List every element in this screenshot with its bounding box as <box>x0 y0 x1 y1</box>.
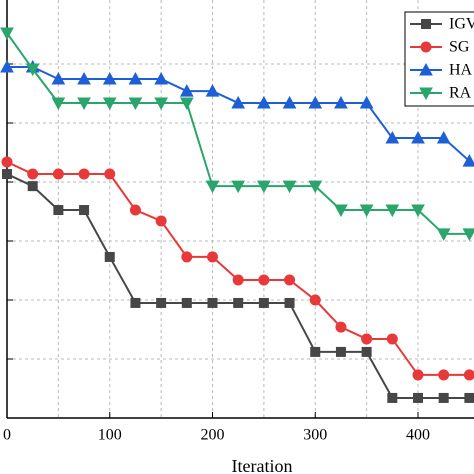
point <box>438 392 449 403</box>
point <box>284 274 296 286</box>
point <box>233 297 244 308</box>
point <box>104 251 115 262</box>
point <box>462 154 474 167</box>
point <box>309 294 321 306</box>
point <box>258 274 270 286</box>
legend-box <box>404 11 474 107</box>
point <box>411 204 425 218</box>
point <box>205 84 220 97</box>
series-line <box>7 65 471 162</box>
point <box>77 97 91 110</box>
point <box>205 180 220 194</box>
point <box>79 205 90 216</box>
legend-marker <box>419 62 433 76</box>
point <box>359 204 374 218</box>
point <box>413 392 424 403</box>
point <box>231 95 246 109</box>
point <box>436 131 451 144</box>
point <box>232 274 244 286</box>
point <box>385 204 400 218</box>
point <box>102 97 117 110</box>
point <box>156 297 167 308</box>
point <box>52 168 64 180</box>
x-tick-label: 0 <box>3 427 11 444</box>
point <box>0 59 14 73</box>
legend-marker <box>420 41 432 53</box>
legend-marker <box>419 87 433 101</box>
point <box>179 84 194 97</box>
x-tick-label: 300 <box>303 427 327 444</box>
x-axis-title: Iteration <box>232 456 293 474</box>
point <box>282 180 297 194</box>
point <box>334 204 348 218</box>
point <box>77 72 91 85</box>
point <box>27 168 39 180</box>
x-tick-label: 200 <box>201 427 225 444</box>
point <box>207 297 218 308</box>
point <box>27 181 38 192</box>
x-tick-label: 400 <box>406 427 430 444</box>
point <box>438 369 450 381</box>
series-line <box>6 173 470 399</box>
point <box>1 156 13 168</box>
x-tick-label: 100 <box>98 427 122 444</box>
point <box>179 97 194 110</box>
point <box>361 346 372 357</box>
legend-label: HA <box>449 62 473 79</box>
point <box>464 392 474 403</box>
point <box>257 180 271 194</box>
point <box>308 95 323 109</box>
legend-marker <box>421 19 431 29</box>
point <box>25 63 40 77</box>
point <box>102 72 117 85</box>
point <box>462 228 474 241</box>
point <box>361 333 373 345</box>
legend-label: SG <box>449 39 470 56</box>
legend-label: RA <box>449 85 472 102</box>
point <box>463 369 474 381</box>
point <box>53 205 64 216</box>
point <box>181 297 192 308</box>
point <box>310 346 321 357</box>
point <box>386 333 398 345</box>
series-line <box>6 32 470 235</box>
point <box>154 72 168 85</box>
point <box>129 204 141 216</box>
point <box>387 392 398 403</box>
point <box>436 228 451 241</box>
series-line <box>6 161 470 376</box>
point <box>207 251 219 263</box>
legend-label: IGV <box>449 16 474 33</box>
point <box>78 168 90 180</box>
point <box>104 168 116 180</box>
point <box>284 297 295 308</box>
point <box>257 95 271 109</box>
point <box>155 215 167 227</box>
point <box>359 95 374 109</box>
point <box>308 180 323 194</box>
point <box>0 27 14 41</box>
point <box>335 321 347 333</box>
point <box>412 369 424 381</box>
point <box>2 169 12 180</box>
point <box>411 131 425 144</box>
point <box>128 97 143 110</box>
point <box>128 72 143 85</box>
point <box>385 131 400 144</box>
point <box>130 297 141 308</box>
point <box>231 180 246 194</box>
point <box>51 72 66 85</box>
point <box>334 95 348 109</box>
point <box>51 97 66 110</box>
point <box>181 251 193 263</box>
point <box>258 297 269 308</box>
point <box>154 97 168 110</box>
point <box>282 95 297 109</box>
point <box>335 346 346 357</box>
